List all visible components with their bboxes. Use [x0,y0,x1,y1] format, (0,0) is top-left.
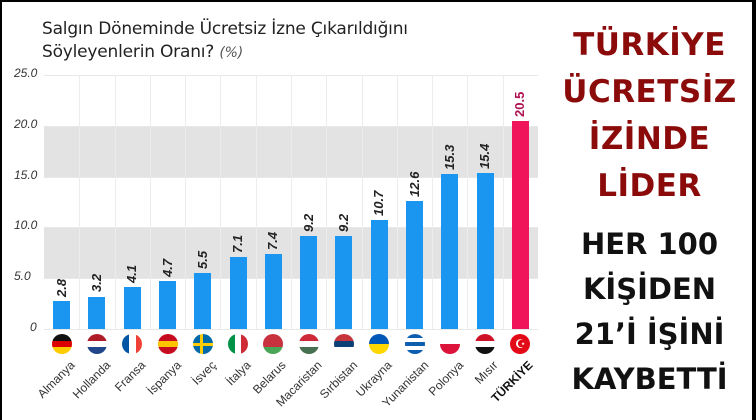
x-tick-label: Polonya [425,358,467,399]
flag-icon [192,334,213,354]
bar [370,220,388,329]
gridline [432,75,434,329]
x-tick-label: İspanya [143,358,184,398]
bar [335,235,353,329]
value-label: 4.1 [124,265,140,284]
flag-icon [439,334,460,354]
y-tick-label: 5.0 [14,269,31,284]
gridline [255,75,257,329]
bar [441,173,459,329]
bar [476,172,494,329]
headline-line: HER 100 [580,227,719,261]
bar [88,296,106,329]
flag-icon [86,334,107,354]
flag-icon [333,334,354,354]
headline-line: ÜCRETSİZ [562,74,737,110]
value-label: 10.7 [371,190,387,217]
flag-icon [369,334,390,354]
bar [229,256,247,329]
plot-area [44,75,538,330]
value-label: 5.5 [194,251,210,270]
value-label: 2.8 [53,278,69,297]
y-tick-label: 20.0 [14,116,38,131]
flag-icon [404,334,425,354]
bar [406,200,423,329]
headline-black: HER 100 KİŞİDEN 21’İ İŞİNİ KAYBETTİ [547,222,752,402]
title-unit: (%) [219,45,243,61]
flag-icon [228,334,249,354]
flag-icon [475,334,496,354]
gridline [467,75,469,329]
gridline [326,75,328,329]
x-tick-label: Almanya [34,358,78,401]
value-label: 9.2 [300,213,316,232]
value-label: 3.2 [88,274,104,293]
gridline [79,75,81,329]
value-label: 7.1 [230,234,246,253]
headline-line: KİŞİDEN [582,272,717,306]
flag-icon [263,334,284,354]
flag-icon: ☪ [510,334,531,354]
flag-icon [51,334,72,354]
value-label: 12.6 [406,171,422,197]
gridline [502,75,504,329]
value-label: 15.4 [477,143,493,169]
y-tick-label: 10.0 [14,218,38,233]
value-label: 7.4 [265,231,281,250]
headline-line: 21’İ İŞİNİ [574,317,725,351]
x-tick-label: Hollanda [69,358,114,402]
gridline [149,75,151,329]
flag-icon [122,334,143,354]
value-label: 15.3 [441,144,457,170]
x-tick-label: İtalya [223,358,254,389]
bar [123,287,141,329]
headline-line: KAYBETTİ [571,362,728,396]
bar [194,273,212,329]
bar [300,235,318,329]
gridline [185,75,187,329]
gridline [44,329,538,330]
y-tick-label: 15.0 [14,167,38,182]
gridline [220,75,222,329]
x-tick-label: İsveç [188,358,219,388]
gridline [361,75,363,329]
x-tick-label: Sırbistan [316,358,361,402]
headline-line: TÜRKİYE [573,27,726,63]
value-label: 9.2 [335,213,351,232]
flag-icon [157,334,178,354]
y-tick-label: 25.0 [14,66,38,80]
value-label: 4.7 [159,259,175,278]
headline-line: İZİNDE [588,121,711,157]
headline-red: TÜRKİYE ÜCRETSİZ İZİNDE LİDER [547,22,752,210]
x-tick-label: Mısır [471,358,501,387]
y-tick-label: 0 [30,320,37,334]
bar [159,281,176,329]
x-tick-label: Fransa [112,358,149,395]
headline-line: LİDER [597,168,702,204]
value-label: 20.5 [512,91,528,117]
flag-icon [298,334,319,354]
chart-title: Salgın Döneminde Ücretsiz İzne Çıkarıldı… [42,18,408,65]
bar [511,120,529,329]
gridline [114,75,116,329]
title-line-2: Söyleyenlerin Oranı? [42,42,215,62]
gridline [396,75,398,329]
gridline [291,75,292,329]
title-line-1: Salgın Döneminde Ücretsiz İzne Çıkarıldı… [42,19,408,39]
bar [264,253,282,329]
bar [53,300,71,329]
